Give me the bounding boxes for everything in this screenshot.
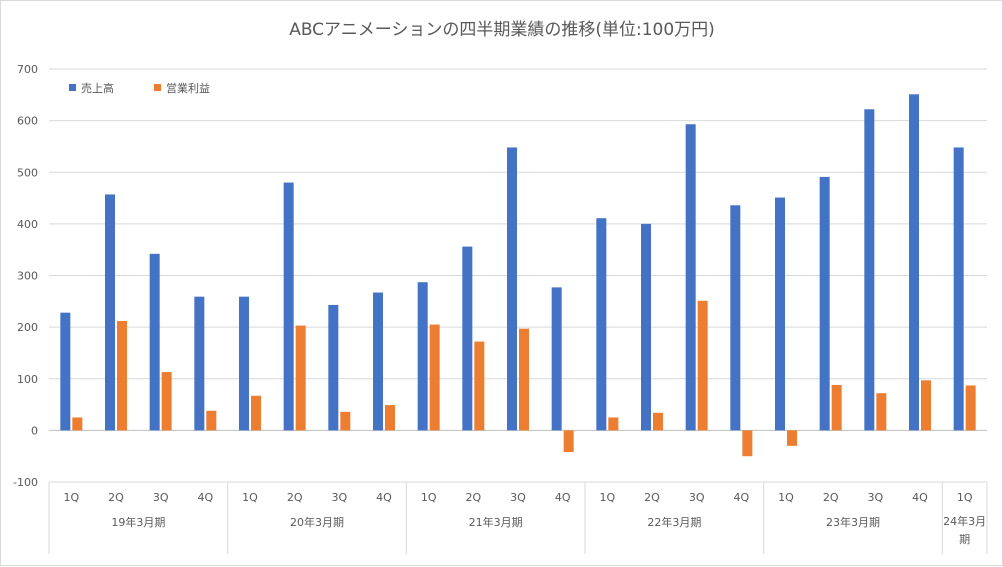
legend: 売上高 営業利益 bbox=[69, 81, 210, 95]
y-tick-label: 500 bbox=[17, 166, 38, 179]
bar-sales bbox=[417, 282, 428, 431]
bar-sales bbox=[507, 147, 517, 431]
bar-sales bbox=[373, 292, 383, 431]
bar-operating-profit bbox=[653, 412, 663, 431]
bar-operating-profit bbox=[697, 300, 708, 431]
bar-sales bbox=[685, 124, 696, 431]
legend-swatch-operating-profit bbox=[154, 84, 161, 91]
bar-sales bbox=[641, 223, 651, 431]
category-label: 2Q bbox=[465, 491, 481, 504]
category-label: 4Q bbox=[912, 491, 928, 504]
category-label: 2Q bbox=[644, 491, 660, 504]
gridlines bbox=[49, 68, 987, 483]
bar-operating-profit bbox=[72, 417, 83, 431]
bar-operating-profit bbox=[831, 384, 842, 431]
bar-operating-profit bbox=[519, 328, 529, 431]
group-label: 22年3月期 bbox=[647, 515, 701, 529]
bar-operating-profit bbox=[474, 341, 485, 431]
category-label: 4Q bbox=[197, 491, 213, 504]
bar-operating-profit bbox=[787, 430, 797, 446]
category-label: 3Q bbox=[153, 491, 169, 504]
legend-label-sales: 売上高 bbox=[81, 81, 114, 95]
bar-sales bbox=[953, 147, 964, 431]
category-label: 4Q bbox=[376, 491, 392, 504]
bar-sales bbox=[775, 197, 785, 431]
group-label: 19年3月期 bbox=[111, 515, 165, 529]
bar-operating-profit bbox=[251, 395, 261, 431]
group-label: 24年3月期 bbox=[943, 514, 986, 546]
bar-operating-profit bbox=[921, 380, 931, 431]
bar-sales bbox=[328, 304, 339, 431]
bar-operating-profit bbox=[608, 417, 619, 431]
bar-operating-profit bbox=[385, 405, 395, 431]
bar-sales bbox=[194, 296, 205, 431]
group-label: 20年3月期 bbox=[290, 515, 344, 529]
category-label: 4Q bbox=[555, 491, 571, 504]
bar-operating-profit bbox=[295, 325, 306, 431]
bar-operating-profit bbox=[742, 430, 753, 457]
y-tick-label: 200 bbox=[17, 321, 38, 334]
group-label: 23年3月期 bbox=[826, 515, 880, 529]
category-label: 2Q bbox=[287, 491, 303, 504]
category-label: 1Q bbox=[63, 491, 79, 504]
category-label: 3Q bbox=[689, 491, 705, 504]
y-axis-ticks: -100 0 100 200 300 400 500 600 700 bbox=[13, 63, 38, 489]
category-label: 3Q bbox=[331, 491, 347, 504]
legend-swatch-sales bbox=[69, 84, 76, 91]
category-label: 1Q bbox=[242, 491, 258, 504]
bar-sales bbox=[60, 312, 71, 431]
category-label: 1Q bbox=[957, 491, 973, 504]
category-label: 1Q bbox=[421, 491, 437, 504]
bar-sales bbox=[239, 296, 249, 431]
bar-sales bbox=[819, 176, 830, 431]
category-axis: 1Q 2Q 3Q 4Q 1Q 2Q 3Q 4Q 1Q 2Q 3Q 4Q 1Q 2Q 3Q 4Q 1Q 2Q 3Q 4Q… bbox=[48, 482, 988, 554]
y-tick-label: 0 bbox=[31, 424, 38, 437]
bar-operating-profit bbox=[117, 320, 127, 431]
bar-sales bbox=[909, 94, 919, 431]
category-label: 3Q bbox=[510, 491, 526, 504]
y-tick-label: 100 bbox=[17, 373, 38, 386]
bar-sales bbox=[283, 182, 294, 431]
category-label: 2Q bbox=[108, 491, 124, 504]
category-label: 2Q bbox=[823, 491, 839, 504]
bars bbox=[60, 94, 976, 457]
y-tick-label: 400 bbox=[17, 218, 38, 231]
category-label: 3Q bbox=[867, 491, 883, 504]
bar-sales bbox=[864, 109, 875, 431]
bar-operating-profit bbox=[206, 410, 217, 431]
category-label: 1Q bbox=[599, 491, 615, 504]
bar-sales bbox=[462, 246, 473, 431]
bar-operating-profit bbox=[429, 324, 440, 431]
bar-sales bbox=[730, 205, 741, 431]
chart-title: ABCアニメーションの四半期業績の推移(単位:100万円) bbox=[289, 20, 715, 40]
category-label: 4Q bbox=[733, 491, 749, 504]
bar-sales bbox=[149, 253, 160, 431]
bar-operating-profit bbox=[161, 372, 172, 431]
bar-operating-profit bbox=[876, 393, 887, 431]
bar-operating-profit bbox=[563, 430, 574, 453]
bar-sales bbox=[105, 194, 115, 431]
y-tick-label: -100 bbox=[13, 476, 38, 489]
bar-operating-profit bbox=[965, 385, 976, 431]
y-tick-label: 700 bbox=[17, 63, 38, 76]
category-label: 1Q bbox=[778, 491, 794, 504]
bar-sales bbox=[551, 287, 562, 431]
legend-label-operating-profit: 営業利益 bbox=[166, 81, 210, 95]
bar-sales bbox=[596, 218, 607, 431]
y-tick-label: 300 bbox=[17, 270, 38, 283]
bar-operating-profit bbox=[340, 411, 351, 431]
group-label: 21年3月期 bbox=[469, 515, 523, 529]
y-tick-label: 600 bbox=[17, 115, 38, 128]
